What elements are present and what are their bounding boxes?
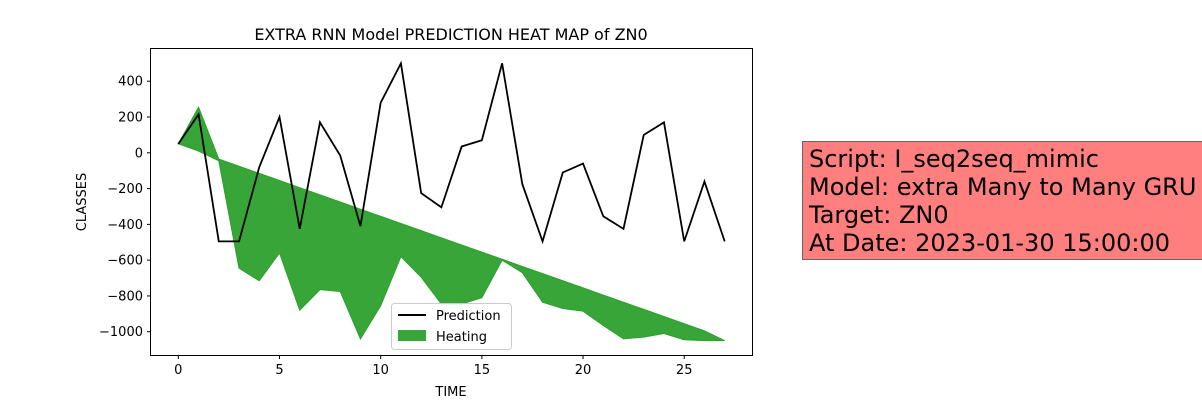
legend: Prediction Heating	[391, 303, 512, 350]
chart-title: EXTRA RNN Model PREDICTION HEAT MAP of Z…	[254, 25, 647, 44]
chart-figure: EXTRA RNN Model PREDICTION HEAT MAP of Z…	[75, 25, 753, 400]
legend-heating-label: Heating	[436, 330, 487, 345]
heating-area	[177, 105, 725, 342]
y-tick-label: 400	[118, 75, 143, 90]
y-tick-label: 200	[118, 111, 143, 126]
prediction-line	[177, 60, 726, 245]
info-target: Target: ZN0	[809, 201, 949, 229]
legend-prediction-label: Prediction	[436, 309, 501, 324]
x-tick-label: 15	[474, 363, 491, 378]
y-tick-label: −600	[107, 254, 143, 269]
info-date: At Date: 2023-01-30 15:00:00	[809, 229, 1171, 257]
y-tick-label: −200	[107, 182, 143, 197]
x-tick-label: 10	[372, 363, 389, 378]
info-box: Script: I_seq2seq_mimic Model: extra Man…	[802, 141, 1202, 260]
legend-heating-swatch	[398, 330, 426, 341]
x-tick-label: 5	[275, 363, 283, 378]
y-tick-label: 0	[135, 146, 143, 161]
y-tick-label: −800	[107, 289, 143, 304]
info-model: Model: extra Many to Many GRU	[809, 173, 1197, 201]
x-tick-label: 0	[174, 363, 182, 378]
plot-area	[177, 60, 726, 342]
x-tick-label: 20	[575, 363, 592, 378]
y-tick-label: −1000	[99, 325, 143, 340]
axis-ticks: 0 5 10 15 20 25 −1000 −800 −600 −400 −200 0 200 400	[99, 75, 692, 378]
y-tick-label: −400	[107, 218, 143, 233]
y-axis-label: CLASSES	[75, 173, 90, 231]
x-axis-label: TIME	[434, 385, 466, 400]
x-tick-label: 25	[676, 363, 693, 378]
plot-frame	[150, 48, 753, 356]
info-script: Script: I_seq2seq_mimic	[809, 145, 1099, 173]
